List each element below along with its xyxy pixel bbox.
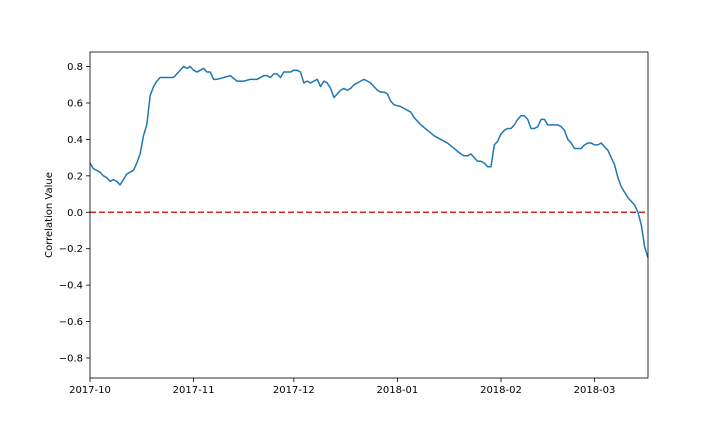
series-line-0 xyxy=(89,65,649,259)
y-tick-label: 0.4 xyxy=(67,135,83,146)
y-tick-label: −0.8 xyxy=(59,353,83,364)
y-tick-label: −0.4 xyxy=(59,281,83,292)
y-tick-label: 0.6 xyxy=(67,98,83,109)
plot-frame xyxy=(89,51,649,379)
x-tick-label: 2018-02 xyxy=(480,385,522,396)
y-tick-label: 0.8 xyxy=(67,62,83,73)
plot-background xyxy=(90,52,648,378)
y-axis-label: Correlation Value xyxy=(44,172,55,258)
x-tick-label: 2017-10 xyxy=(69,385,111,396)
x-tick-label: 2018-01 xyxy=(377,385,419,396)
y-tick-label: −0.2 xyxy=(59,244,83,255)
x-tick-label: 2017-12 xyxy=(273,385,315,396)
x-tick-label: 2018-03 xyxy=(574,385,616,396)
y-tick-label: 0.0 xyxy=(67,208,83,219)
x-tick-label: 2017-11 xyxy=(173,385,215,396)
y-tick-label: −0.6 xyxy=(59,317,83,328)
y-tick-label: 0.2 xyxy=(67,171,83,182)
